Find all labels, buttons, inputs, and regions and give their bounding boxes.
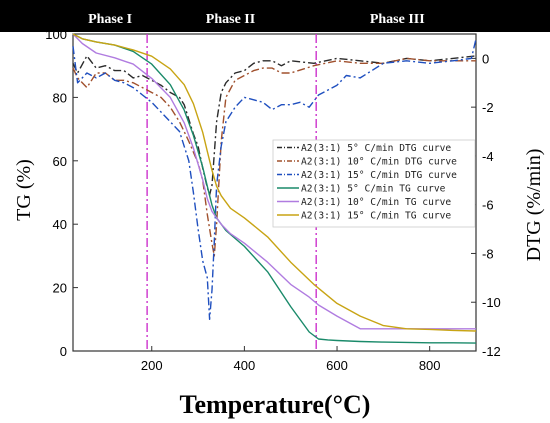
- x-axis-title: Temperature(°C): [180, 390, 371, 419]
- phase-label: Phase II: [206, 12, 255, 27]
- y-left-tick-label: 20: [53, 281, 67, 296]
- x-tick-label: 400: [234, 358, 256, 373]
- y-right-tick-label: 0: [482, 51, 489, 66]
- y-right-tick-label: -10: [482, 295, 501, 310]
- x-tick-label: 600: [326, 358, 348, 373]
- y-right-tick-label: -2: [482, 100, 494, 115]
- series-line: [72, 33, 476, 330]
- x-tick-label: 800: [419, 358, 441, 373]
- legend-entry-label: A2(3:1) 15° C/min DTG curve: [301, 170, 457, 181]
- phase-label: Phase I: [88, 12, 132, 27]
- y-right-tick-label: -4: [482, 149, 494, 164]
- legend-entry-label: A2(3:1) 15° C/min TG curve: [301, 211, 451, 222]
- legend-entry-label: A2(3:1) 10° C/min DTG curve: [301, 157, 457, 168]
- y-left-tick-label: 100: [45, 27, 67, 42]
- y-left-tick-label: 60: [53, 154, 67, 169]
- y-right-tick-label: -6: [482, 198, 494, 213]
- phase-header-band: [0, 0, 550, 32]
- legend-box: [272, 139, 476, 228]
- y-right-tick-label: -8: [482, 246, 494, 261]
- y-axis-right-title: DTG (%/min): [523, 149, 545, 262]
- legend-entry-label: A2(3:1) 5° C/min DTG curve: [301, 143, 451, 154]
- series-line: [72, 38, 477, 320]
- y-left-tick-label: 0: [60, 344, 67, 359]
- y-left-tick-label: 40: [53, 217, 67, 232]
- series-line: [72, 33, 477, 332]
- y-left-tick-label: 80: [53, 90, 67, 105]
- x-tick-label: 200: [141, 358, 163, 373]
- phase-label: Phase III: [370, 12, 425, 27]
- series-line: [72, 33, 477, 344]
- y-axis-left-title: TG (%): [13, 159, 35, 221]
- y-right-tick-label: -12: [482, 344, 501, 359]
- legend-entry-label: A2(3:1) 5° C/min TG curve: [301, 184, 446, 195]
- legend-entry-label: A2(3:1) 10° C/min TG curve: [301, 197, 451, 208]
